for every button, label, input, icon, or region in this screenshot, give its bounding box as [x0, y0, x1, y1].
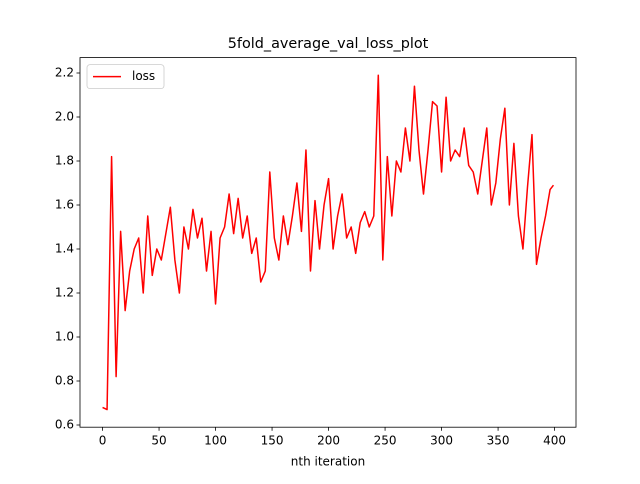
legend-box	[86, 64, 165, 89]
chart-title: 5fold_average_val_loss_plot	[228, 36, 429, 52]
line	[102, 74, 555, 411]
x-tick-label: 250	[374, 434, 397, 448]
x-tick-label: 400	[543, 434, 566, 448]
axes-frame	[79, 57, 577, 428]
x-tick-label: 300	[430, 434, 453, 448]
x-tick-label: 350	[487, 434, 510, 448]
y-tick-label: 0.6	[55, 418, 74, 432]
y-tick-label: 1.6	[55, 198, 74, 212]
y-tick-label: 2.0	[55, 110, 74, 124]
x-tick-label: 150	[261, 434, 284, 448]
y-tick-label: 0.8	[55, 374, 74, 388]
x-tick-label: 0	[99, 434, 107, 448]
y-tick-label: 1.8	[55, 154, 74, 168]
x-axis-label: nth iteration	[291, 455, 365, 469]
y-tick-label: 1.2	[55, 286, 74, 300]
y-tick-label: 1.0	[55, 330, 74, 344]
y-tick-label: 2.2	[55, 66, 74, 80]
x-tick-label: 100	[204, 434, 227, 448]
x-tick-label: 50	[151, 434, 166, 448]
x-tick-label: 200	[317, 434, 340, 448]
y-tick-label: 1.4	[55, 242, 74, 256]
legend-label: loss	[132, 69, 155, 83]
